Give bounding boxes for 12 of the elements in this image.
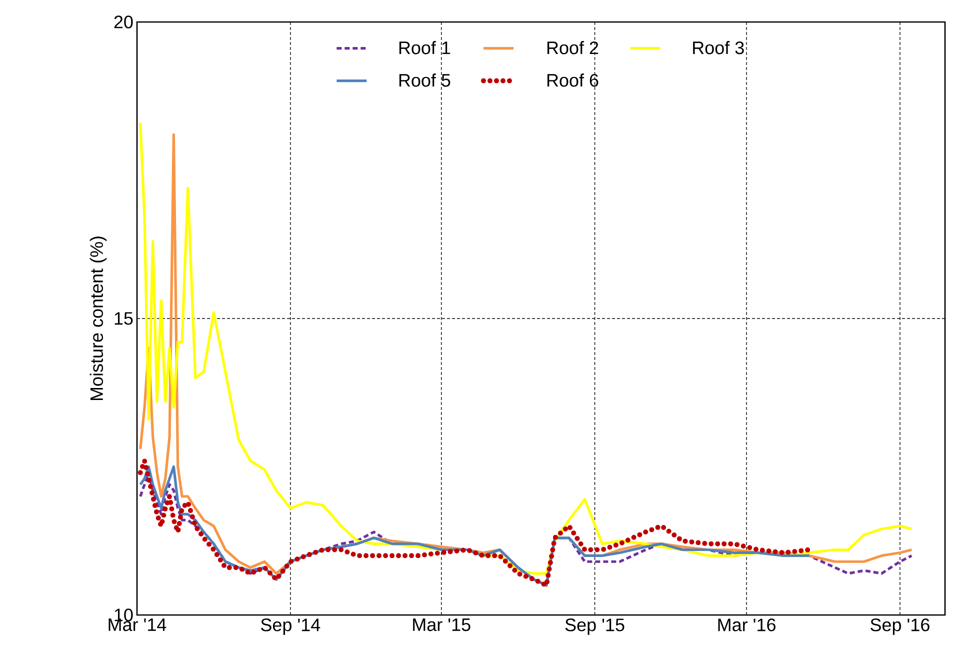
x-tick-label: Sep '14 xyxy=(261,618,320,635)
y-tick-label: 20 xyxy=(114,16,133,28)
x-tick-label: Sep '15 xyxy=(565,618,624,635)
legend-label: Roof 3 xyxy=(693,41,744,54)
legend-label: Roof 5 xyxy=(399,74,450,87)
legend-label: Roof 1 xyxy=(399,41,450,54)
y-axis-title: Moisture content (%) xyxy=(90,236,107,400)
legend-label: Roof 6 xyxy=(547,74,598,87)
x-tick-label: Sep '16 xyxy=(870,618,930,635)
y-tick-label: 15 xyxy=(114,312,133,325)
x-tick-label: Mar '16 xyxy=(718,618,776,632)
x-tick-label: Mar '15 xyxy=(413,618,470,632)
